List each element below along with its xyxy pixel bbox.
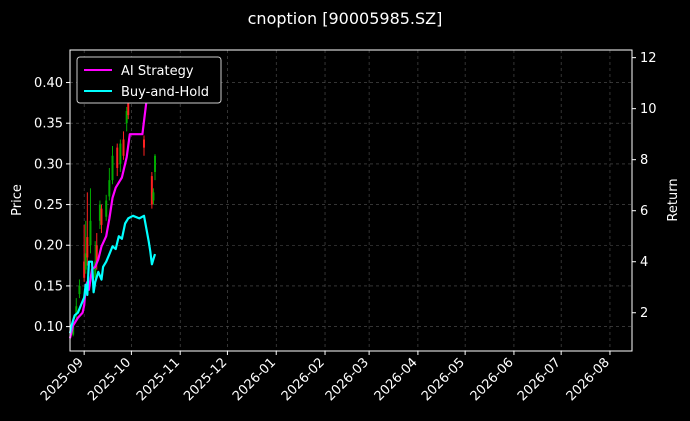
candle-body [111, 155, 114, 181]
y-right-tick-label: 6 [640, 204, 648, 219]
legend: AI Strategy Buy-and-Hold [76, 56, 222, 104]
legend-box [76, 56, 222, 104]
candle-body [116, 147, 119, 168]
candle-body [98, 204, 101, 221]
legend-label-buy-and-hold: Buy-and-Hold [121, 85, 209, 100]
candle-body [150, 176, 153, 205]
y-axis-left-label: Price [10, 184, 25, 216]
y-left-tick-label: 0.15 [34, 279, 63, 294]
candle-body [142, 139, 145, 148]
candle-body [84, 253, 87, 270]
y-axis-right-label: Return [666, 178, 681, 221]
candle-body [127, 98, 130, 116]
candle-body [72, 326, 75, 335]
candle-body [94, 261, 97, 278]
candle-body [122, 139, 125, 156]
y-right-tick-label: 4 [640, 255, 648, 270]
candle-body [83, 261, 86, 278]
y-left-tick-label: 0.30 [34, 157, 63, 172]
y-right-tick-label: 8 [640, 153, 648, 168]
candle-body [89, 220, 92, 246]
y-right-tick-label: 2 [640, 306, 648, 321]
y-left-tick-label: 0.40 [34, 76, 63, 91]
y-left-tick-label: 0.20 [34, 239, 63, 254]
candle-body [119, 143, 122, 164]
y-left-tick-label: 0.25 [34, 198, 63, 213]
y-left-tick-label: 0.10 [34, 320, 63, 335]
candle-body [100, 208, 103, 225]
candle-body [78, 285, 81, 295]
y-right-tick-label: 12 [640, 51, 657, 66]
candle-body [152, 192, 155, 201]
y-right-tick-label: 10 [640, 102, 657, 117]
y-left-tick-label: 0.35 [34, 117, 63, 132]
series-line-buy-and-hold [68, 214, 157, 334]
candle-body [75, 306, 78, 315]
return-series [68, 76, 157, 339]
legend-label-ai-strategy: AI Strategy [121, 64, 194, 79]
candle-body [154, 155, 157, 173]
candle-body [125, 111, 128, 124]
candle-body [86, 237, 89, 258]
candle-body [108, 180, 111, 197]
chart-title: cnoption [90005985.SZ] [248, 9, 443, 28]
series-line-ai-strategy [68, 76, 156, 339]
candle-body [95, 245, 98, 262]
plot-frame [69, 49, 633, 352]
y-axis-left-ticks: 0.10 0.15 0.20 0.25 0.30 0.35 0.40 [34, 76, 70, 335]
y-axis-right-ticks: 2 4 6 8 10 12 [632, 51, 657, 321]
candle-body [105, 200, 108, 217]
